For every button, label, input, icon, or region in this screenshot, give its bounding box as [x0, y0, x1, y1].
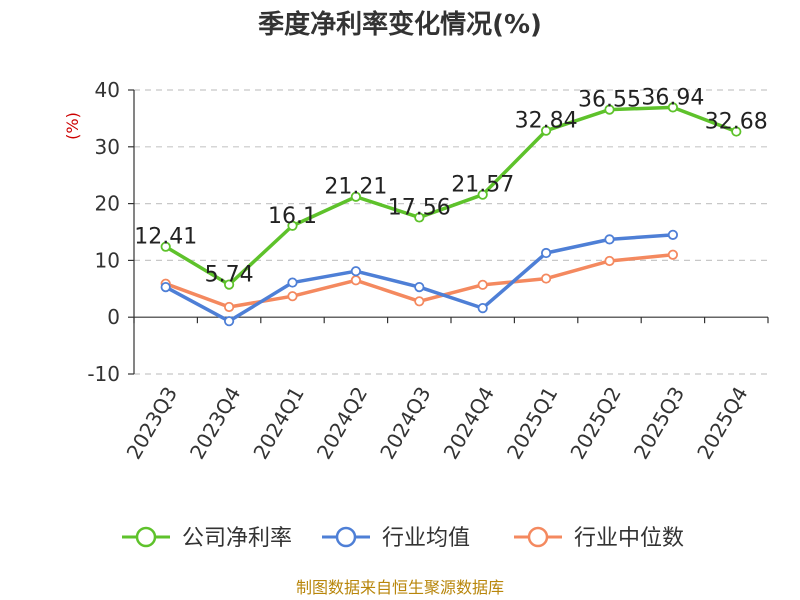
data-point	[540, 247, 552, 259]
y-axis-label: (%)	[63, 112, 82, 140]
y-tick-label: -10	[87, 362, 120, 386]
legend: 公司净利率 行业均值 行业中位数	[122, 526, 684, 551]
data-label: 32.68	[705, 110, 768, 135]
data-label: 16.1	[268, 204, 317, 229]
data-point	[477, 189, 488, 200]
x-tick-label: 2023Q4	[185, 383, 245, 464]
data-point	[540, 273, 552, 284]
data-point	[604, 255, 615, 267]
data-point	[667, 249, 679, 260]
data-label: 32.84	[515, 109, 578, 134]
data-label: 5.74	[205, 263, 254, 288]
data-label: 17.56	[388, 195, 451, 220]
data-point	[604, 104, 615, 115]
legend-label: 行业均值	[382, 526, 470, 551]
data-point	[224, 301, 235, 313]
data-point	[414, 281, 425, 293]
x-tick-label: 2023Q3	[122, 383, 182, 464]
x-tick-label: 2024Q4	[439, 383, 499, 464]
x-tick-label: 2025Q2	[565, 383, 625, 464]
source-note: 制图数据来自恒生聚源数据库	[296, 578, 504, 597]
series-lines	[160, 102, 742, 327]
data-point	[731, 126, 742, 137]
data-point	[414, 296, 425, 307]
data-point	[160, 281, 171, 293]
legend-label: 行业中位数	[574, 526, 684, 551]
data-point	[287, 277, 298, 288]
x-tick-label: 2025Q3	[629, 383, 689, 464]
legend-swatch-marker	[135, 526, 157, 548]
y-tick-label: 40	[95, 78, 120, 102]
legend-swatch-marker	[527, 526, 549, 548]
y-tick-label: 30	[95, 135, 120, 159]
data-label: 36.55	[578, 88, 641, 113]
y-tick-label: 20	[95, 192, 120, 216]
y-tick-label: 0	[107, 305, 120, 329]
series-line	[164, 105, 737, 287]
x-tick-label: 2025Q1	[502, 383, 562, 464]
data-point	[477, 303, 488, 314]
y-tick-label: 10	[95, 248, 120, 272]
x-tick-label: 2024Q3	[375, 383, 435, 464]
grid-lines	[134, 89, 768, 375]
data-point	[350, 191, 361, 202]
data-point	[667, 102, 679, 113]
data-point	[414, 212, 425, 223]
data-point	[540, 125, 552, 136]
legend-label: 公司净利率	[182, 526, 292, 551]
data-label: 21.21	[324, 175, 387, 200]
data-point	[224, 316, 235, 327]
chart-title: 季度净利率变化情况(%)	[258, 9, 542, 40]
legend-swatch-marker	[335, 526, 357, 548]
data-point	[287, 291, 298, 302]
data-label: 21.57	[451, 173, 514, 198]
x-tick-label: 2024Q1	[248, 383, 308, 464]
data-point	[604, 234, 615, 245]
data-point	[224, 279, 235, 290]
x-tick-label: 2024Q2	[312, 383, 372, 464]
data-label: 12.41	[134, 225, 197, 250]
data-point	[350, 275, 361, 286]
x-tick-label: 2025Q4	[692, 383, 752, 464]
data-point	[477, 279, 488, 290]
data-point	[287, 220, 298, 231]
data-point	[160, 241, 171, 252]
data-label: 36.94	[641, 85, 704, 110]
data-point	[667, 229, 679, 240]
data-point	[350, 266, 361, 277]
